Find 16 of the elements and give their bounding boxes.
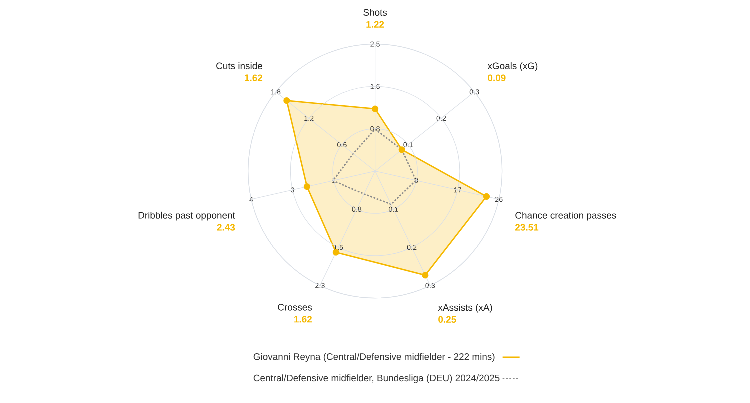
text: 1.22 xyxy=(366,21,384,28)
text: 1.62 xyxy=(294,316,312,323)
legend-label: Central/Defensive midfielder, Bundesliga (DEU) 2024/2025 xyxy=(254,374,500,384)
text: 2.43 xyxy=(217,224,236,231)
legend-label: Giovanni Reyna (Central/Defensive midfielder - 222 mins) xyxy=(254,353,495,362)
spoke-label: Dribbles past opponent xyxy=(138,212,236,221)
text: 23.51 xyxy=(516,224,539,231)
spoke-label: Crosses xyxy=(278,304,312,311)
text: 0.09 xyxy=(488,74,506,82)
spoke-label: Chance creation passes xyxy=(516,212,616,221)
text: 0.25 xyxy=(438,316,456,324)
spoke-label: xGoals (xG) xyxy=(488,62,538,72)
spoke-label: Shots xyxy=(364,9,388,16)
spoke-label: xAssists (xA) xyxy=(438,304,492,313)
text: 1.62 xyxy=(245,74,263,82)
spoke-label: Cuts inside xyxy=(216,62,262,70)
